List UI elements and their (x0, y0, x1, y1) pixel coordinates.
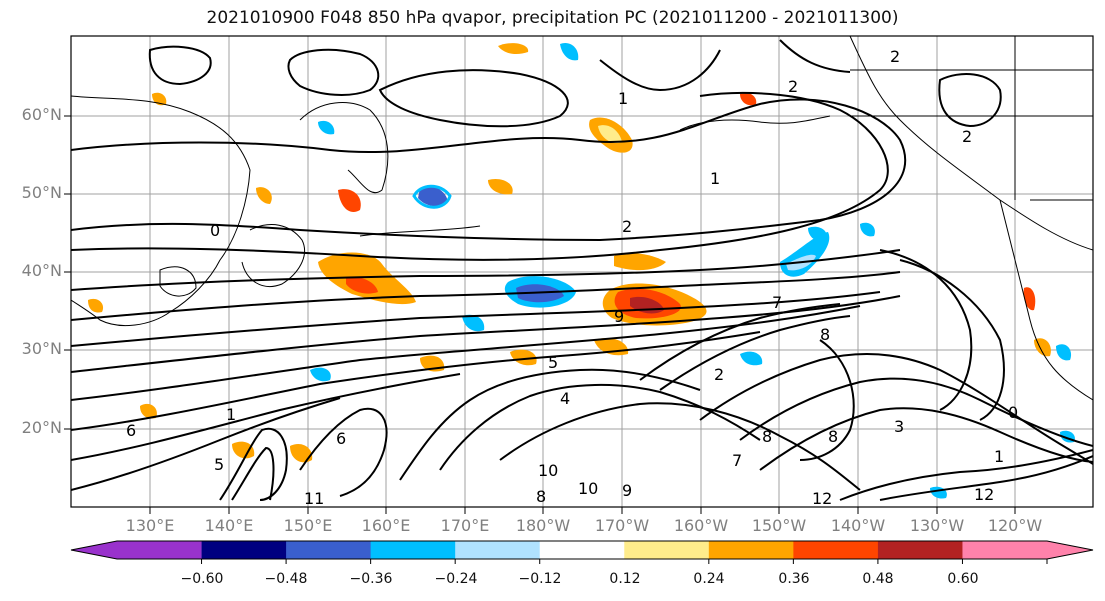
lat-label: 50°N (21, 183, 62, 202)
lon-label: 170°E (440, 516, 490, 535)
lon-label: 160°W (673, 516, 729, 535)
contour-label: 2 (962, 127, 972, 146)
lat-label: 30°N (21, 339, 62, 358)
contour-label: 0 (1008, 403, 1018, 422)
lon-label: 120°W (987, 516, 1043, 535)
colorbar-tick-label: −0.36 (349, 571, 393, 587)
contour-label: 8 (536, 487, 546, 506)
precip-shading (88, 42, 1075, 499)
colorbar-tick-label: 0.48 (862, 571, 894, 587)
lon-label: 150°W (751, 516, 807, 535)
contour-label: 8 (828, 427, 838, 446)
contour-label: 1 (226, 405, 236, 424)
contour-label: 5 (548, 353, 558, 372)
colorbar-tick-label: 0.12 (609, 571, 641, 587)
contour-label: 5 (214, 455, 224, 474)
contour-label: 6 (126, 421, 136, 440)
contour-label: 12 (812, 489, 832, 508)
lon-label: 140°E (204, 516, 254, 535)
colorbar-tick-label: −0.60 (180, 571, 224, 587)
contour-label: 2 (788, 77, 798, 96)
lon-label: 130°E (125, 516, 175, 535)
colorbar-tick-label: 0.36 (778, 571, 810, 587)
contour-label: 2 (622, 217, 632, 236)
contour-label: 1 (618, 89, 628, 108)
lon-label: 150°E (283, 516, 333, 535)
contour-label: 6 (336, 429, 346, 448)
contour-label: 10 (578, 479, 598, 498)
colorbar-tick-label: −0.12 (518, 571, 562, 587)
contour-label: 7 (772, 293, 782, 312)
contour-label: 10 (538, 461, 558, 480)
contour-label: 12 (974, 485, 994, 504)
lon-label: 180°W (515, 516, 571, 535)
lon-label: 160°E (361, 516, 411, 535)
coastlines (71, 36, 1093, 401)
map-title: 2021010900 F048 850 hPa qvapor, precipit… (206, 8, 899, 28)
contour-label: 2 (890, 47, 900, 66)
contour-label: 8 (820, 325, 830, 344)
contour-label: 3 (894, 417, 904, 436)
qvapor-contours (71, 39, 1093, 501)
lon-label: 170°W (594, 516, 650, 535)
contour-label: 2 (714, 365, 724, 384)
contour-label: 0 (210, 221, 220, 240)
contour-label: 1 (710, 169, 720, 188)
colorbar-tick-label: 0.24 (693, 571, 725, 587)
contour-label: 7 (732, 451, 742, 470)
lon-label: 140°W (830, 516, 886, 535)
lat-label: 60°N (21, 105, 62, 124)
colorbar-tick-label: 0.60 (947, 571, 979, 587)
contour-label: 9 (614, 307, 624, 326)
contour-label: 11 (304, 489, 324, 508)
lat-label: 40°N (21, 261, 62, 280)
colorbar-tick-label: −0.48 (264, 571, 308, 587)
lon-label: 130°W (909, 516, 965, 535)
contour-label: 4 (560, 389, 570, 408)
colorbar-tick-label: −0.24 (434, 571, 478, 587)
lat-label: 20°N (21, 418, 62, 437)
contour-label: 8 (762, 427, 772, 446)
contour-label: 1 (994, 447, 1004, 466)
gridlines (71, 36, 1093, 507)
contour-labels: 2 1 2 2 1 0 2 7 9 5 2 4 8 8 6 5 3 1 10 8… (126, 47, 1018, 508)
contour-label: 9 (622, 481, 632, 500)
